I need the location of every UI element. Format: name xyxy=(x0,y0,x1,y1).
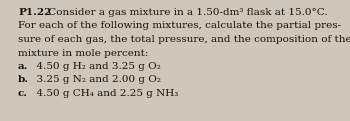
Text: a.: a. xyxy=(18,62,28,71)
Text: Consider a gas mixture in a 1.50-dm³ flask at 15.0°C.: Consider a gas mixture in a 1.50-dm³ fla… xyxy=(45,8,328,17)
Text: sure of each gas, the total pressure, and the composition of the: sure of each gas, the total pressure, an… xyxy=(18,35,350,44)
Text: P1.22: P1.22 xyxy=(18,8,51,17)
Text: mixture in mole percent:: mixture in mole percent: xyxy=(18,49,148,57)
Text: 4.50 g CH₄ and 2.25 g NH₃: 4.50 g CH₄ and 2.25 g NH₃ xyxy=(30,89,178,98)
Text: 4.50 g H₂ and 3.25 g O₂: 4.50 g H₂ and 3.25 g O₂ xyxy=(30,62,161,71)
Text: 3.25 g N₂ and 2.00 g O₂: 3.25 g N₂ and 2.00 g O₂ xyxy=(30,76,161,84)
Text: b.: b. xyxy=(18,76,29,84)
Text: For each of the following mixtures, calculate the partial pres-: For each of the following mixtures, calc… xyxy=(18,22,341,30)
Text: c.: c. xyxy=(18,89,28,98)
